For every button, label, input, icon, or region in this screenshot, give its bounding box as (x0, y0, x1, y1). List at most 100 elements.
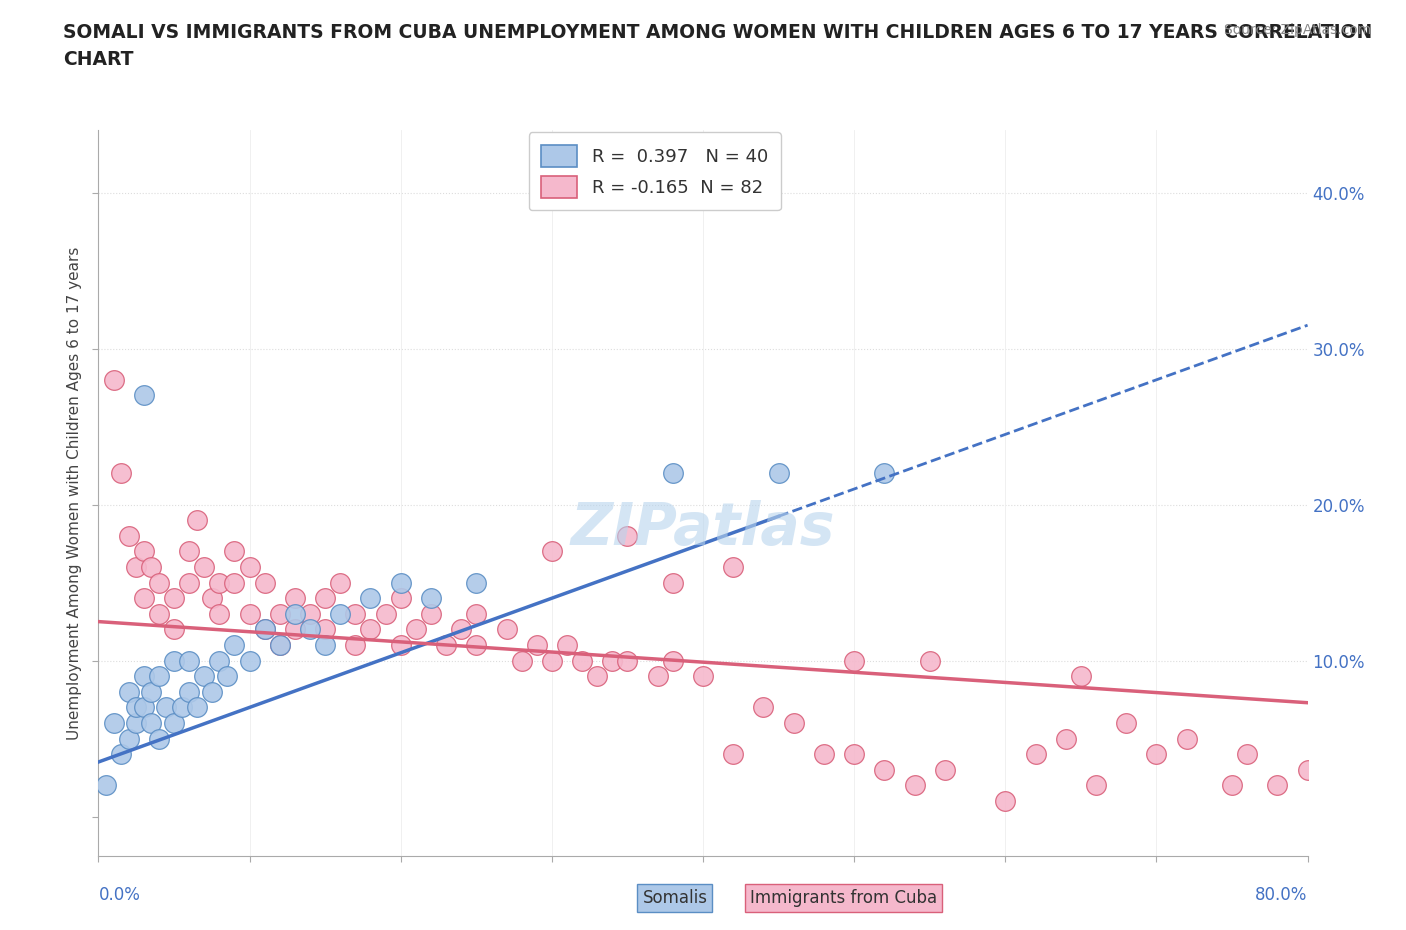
Point (253, 622, 276, 637)
Point (1220, 778, 1243, 793)
Point (540, 544, 562, 559)
Point (239, 560, 262, 575)
Text: Source: ZipAtlas.com: Source: ZipAtlas.com (1223, 23, 1371, 37)
Point (314, 622, 336, 637)
Point (1115, 715, 1137, 730)
Text: ZIPatlas: ZIPatlas (571, 499, 835, 556)
Point (374, 606, 396, 621)
Point (118, 528, 141, 543)
Point (179, 684, 201, 699)
Point (163, 622, 186, 637)
Point (616, 528, 638, 543)
Point (813, 747, 835, 762)
Point (141, 715, 163, 730)
Point (118, 684, 141, 699)
Point (752, 700, 775, 715)
Point (239, 653, 262, 668)
Point (103, 372, 125, 387)
Point (1070, 669, 1092, 684)
Point (314, 591, 336, 605)
Point (132, 700, 155, 715)
Point (201, 684, 224, 699)
Point (224, 638, 246, 653)
Point (163, 715, 186, 730)
Point (571, 653, 593, 668)
Point (844, 653, 866, 668)
Point (201, 591, 224, 605)
Point (125, 560, 148, 575)
Point (118, 731, 141, 746)
Point (148, 606, 170, 621)
Point (661, 466, 683, 481)
Text: 80.0%: 80.0% (1256, 886, 1308, 904)
Point (253, 575, 276, 590)
Point (208, 606, 231, 621)
Point (405, 622, 427, 637)
Point (420, 591, 443, 605)
Point (170, 700, 193, 715)
Point (253, 622, 276, 637)
Point (215, 669, 238, 684)
Point (186, 700, 208, 715)
Point (873, 466, 896, 481)
Point (269, 638, 291, 653)
Point (110, 466, 132, 481)
Text: SOMALI VS IMMIGRANTS FROM CUBA UNEMPLOYMENT AMONG WOMEN WITH CHILDREN AGES 6 TO : SOMALI VS IMMIGRANTS FROM CUBA UNEMPLOYM… (63, 23, 1372, 69)
Point (132, 388, 155, 403)
Point (1267, 778, 1289, 793)
Text: Somalis: Somalis (643, 889, 707, 907)
Point (224, 544, 246, 559)
Point (360, 591, 382, 605)
Point (148, 575, 170, 590)
Point (208, 575, 231, 590)
Point (329, 606, 352, 621)
Point (1175, 731, 1198, 746)
Point (723, 747, 745, 762)
Point (103, 715, 125, 730)
Point (186, 512, 208, 527)
Point (389, 591, 412, 605)
Point (602, 653, 624, 668)
Point (465, 606, 488, 621)
Point (783, 715, 806, 730)
Point (193, 560, 215, 575)
Point (495, 622, 517, 637)
Point (1024, 747, 1046, 762)
Point (465, 575, 488, 590)
Point (299, 606, 322, 621)
Point (132, 544, 155, 559)
Point (179, 653, 201, 668)
Point (148, 731, 170, 746)
Point (616, 653, 638, 668)
Point (208, 653, 231, 668)
Point (723, 560, 745, 575)
Point (329, 575, 352, 590)
Text: Immigrants from Cuba: Immigrants from Cuba (749, 889, 938, 907)
Point (692, 669, 714, 684)
Point (1054, 731, 1077, 746)
Point (389, 638, 412, 653)
Point (934, 763, 956, 777)
Point (661, 575, 683, 590)
Point (647, 669, 669, 684)
Point (179, 575, 201, 590)
Point (284, 606, 307, 621)
Point (768, 466, 790, 481)
Point (132, 591, 155, 605)
Point (141, 560, 163, 575)
Point (994, 793, 1017, 808)
Point (420, 606, 443, 621)
Point (465, 638, 488, 653)
Point (389, 575, 412, 590)
Point (1144, 747, 1167, 762)
Legend: R =  0.397   N = 40, R = -0.165  N = 82: R = 0.397 N = 40, R = -0.165 N = 82 (529, 132, 780, 210)
Point (1236, 747, 1258, 762)
Point (540, 653, 562, 668)
Point (918, 653, 941, 668)
Point (450, 622, 472, 637)
Point (110, 747, 132, 762)
Point (510, 653, 533, 668)
Point (661, 653, 683, 668)
Point (148, 669, 170, 684)
Point (1296, 763, 1319, 777)
